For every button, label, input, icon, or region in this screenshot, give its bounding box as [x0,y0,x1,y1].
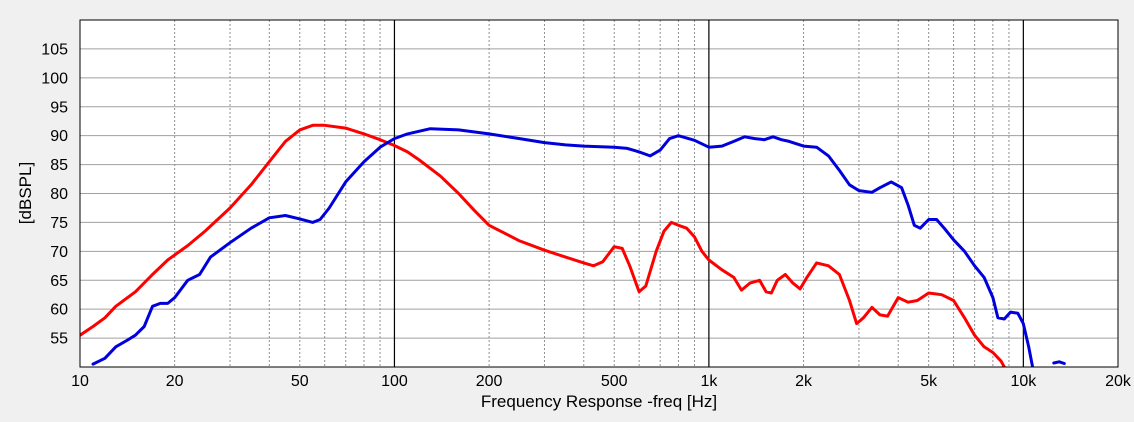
series-line-0 [80,123,1006,367]
x-tick-label: 10k [1010,373,1037,390]
y-tick-label: 85 [50,157,68,174]
y-tick-label: 60 [50,302,68,319]
y-tick-label: 75 [50,215,68,232]
y-tick-label: 55 [50,331,68,348]
y-tick-label: 65 [50,273,68,290]
x-tick-label: 200 [476,373,503,390]
plot-frame [79,19,1119,368]
y-tick-label: 100 [41,70,68,87]
x-tick-label: 10 [71,373,89,390]
x-tick-label: 2k [795,373,813,390]
y-tick-label: 105 [41,41,68,58]
x-axis-title: Frequency Response -freq [Hz] [481,392,717,411]
series-line-1 [91,127,1035,367]
tick-label-layer: 55 60 65 70 75 80 85 90 95 100 105 10 20 50 100 200 500 1… [41,41,1132,390]
x-tick-label: 5k [920,373,938,390]
x-tick-label: 500 [601,373,628,390]
y-tick-label: 95 [50,99,68,116]
y-tick-label: 70 [50,244,68,261]
y-tick-label: 80 [50,186,68,203]
grid-layer [80,20,1119,367]
x-tick-label: 1k [700,373,718,390]
series-layer [80,123,1066,367]
y-tick-label: 90 [50,128,68,145]
x-tick-label: 20k [1105,373,1132,390]
y-axis-title: [dBSPL] [16,162,35,224]
x-tick-label: 100 [381,373,408,390]
x-tick-label: 50 [291,373,309,390]
series-line-2 [1052,360,1066,365]
x-tick-label: 20 [166,373,184,390]
